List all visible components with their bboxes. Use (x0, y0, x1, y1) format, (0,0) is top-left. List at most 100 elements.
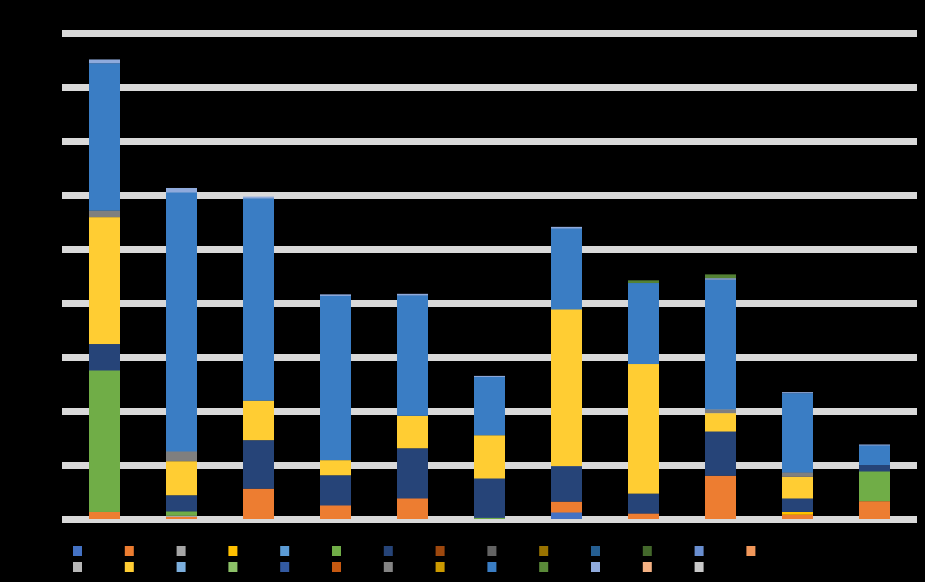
bar-segment-10-9 (782, 472, 813, 477)
legend-swatch-1-9 (487, 546, 497, 556)
bar-segment-10-7 (782, 498, 813, 512)
bar-segment-1-2 (89, 511, 120, 519)
bar-segment-2-8 (166, 461, 197, 496)
legend-swatch-1-14 (746, 546, 756, 556)
legend-swatch-2-7 (383, 562, 393, 572)
legend-swatch-2-4 (228, 562, 238, 572)
legend-swatch-2-5 (280, 562, 290, 572)
bar-segment-2-11 (166, 187, 197, 193)
legend-swatch-2-9 (487, 562, 497, 572)
bar-segment-5-7 (397, 448, 428, 499)
bar-segment-8-2 (628, 513, 659, 519)
bar-segment-9-10 (705, 279, 736, 410)
bar-stack-6 (474, 375, 505, 519)
bar-segment-4-8 (320, 460, 351, 476)
legend-swatch-1-1 (73, 546, 82, 556)
bar-segment-5-11 (397, 293, 428, 296)
legend-swatch-1-13 (694, 546, 704, 556)
bar-segment-11-6 (859, 471, 890, 502)
bar-segment-7-8 (551, 309, 582, 467)
bar-stack-11 (859, 444, 890, 519)
legend (73, 546, 756, 572)
bar-stack-8 (628, 280, 659, 519)
bar-segment-8-7 (628, 493, 659, 514)
legend-swatch-1-6 (332, 546, 341, 556)
bar-segment-5-10 (397, 295, 428, 416)
bar-segment-9-8 (705, 413, 736, 432)
bar-segment-3-7 (243, 440, 274, 489)
legend-swatch-2-1 (73, 562, 82, 572)
legend-swatch-1-7 (383, 546, 393, 556)
gridline-7 (62, 138, 917, 145)
bar-segment-1-6 (89, 370, 120, 512)
legend-swatch-2-13 (694, 562, 704, 572)
bar-segment-1-10 (89, 63, 120, 211)
bar-stack-1 (89, 59, 120, 519)
bar-segment-7-10 (551, 228, 582, 310)
bar-segment-10-11 (782, 392, 813, 394)
bar-segment-11-2 (859, 501, 890, 519)
bar-stack-5 (397, 293, 428, 519)
bar-segment-3-2 (243, 488, 274, 519)
bar-stack-4 (320, 294, 351, 519)
bar-segment-3-8 (243, 400, 274, 441)
bar-stack-2 (166, 187, 197, 519)
gridline-3 (62, 354, 917, 361)
bar-segment-10-2 (782, 514, 813, 519)
bar-segment-4-10 (320, 295, 351, 461)
bar-segment-4-2 (320, 505, 351, 519)
legend-swatch-1-11 (591, 546, 600, 556)
bar-segment-9-11 (705, 278, 736, 280)
bar-segment-2-9 (166, 451, 197, 462)
bar-segment-10-8 (782, 476, 813, 499)
bar-segment-10-4 (782, 511, 813, 515)
bar-segment-6-7 (474, 478, 505, 518)
bar-segment-3-11 (243, 196, 274, 199)
gridline-9 (62, 30, 917, 37)
bar-segment-2-10 (166, 192, 197, 452)
bar-segment-7-11 (551, 226, 582, 229)
legend-swatch-1-2 (124, 546, 134, 556)
bar-stack-7 (551, 226, 582, 519)
bar-segment-4-11 (320, 294, 351, 296)
bar-segment-11-11 (859, 444, 890, 446)
legend-swatch-1-10 (539, 546, 549, 556)
bar-segment-6-11 (474, 375, 505, 377)
bar-segment-8-8 (628, 364, 659, 494)
legend-swatch-2-3 (176, 562, 186, 572)
gridline-4 (62, 300, 917, 307)
bar-segment-9-12 (705, 274, 736, 279)
bar-stack-3 (243, 196, 274, 519)
bar-segment-6-10 (474, 376, 505, 436)
legend-swatch-2-8 (435, 562, 445, 572)
bar-segment-2-6 (166, 511, 197, 516)
legend-swatch-2-6 (332, 562, 341, 572)
bar-segment-10-10 (782, 393, 813, 473)
bar-segment-7-7 (551, 466, 582, 502)
bar-segment-4-7 (320, 475, 351, 506)
bar-segment-5-2 (397, 498, 428, 519)
legend-swatch-2-11 (591, 562, 600, 572)
bar-segment-11-10 (859, 445, 890, 465)
gridline-8 (62, 84, 917, 91)
legend-swatch-1-5 (280, 546, 290, 556)
gridline-5 (62, 246, 917, 253)
bar-segment-7-1 (551, 512, 582, 519)
legend-swatch-1-3 (176, 546, 186, 556)
gridline-6 (62, 192, 917, 199)
legend-swatch-2-2 (124, 562, 134, 572)
bar-segment-7-2 (551, 501, 582, 513)
bar-segment-9-9 (705, 409, 736, 414)
gridline-0 (62, 516, 917, 523)
bar-segment-1-7 (89, 344, 120, 371)
legend-swatch-1-8 (435, 546, 445, 556)
bar-segment-9-7 (705, 431, 736, 476)
bar-segment-2-2 (166, 516, 197, 519)
legend-swatch-1-12 (642, 546, 652, 556)
bar-segment-1-11 (89, 59, 120, 64)
bar-segment-8-10 (628, 283, 659, 365)
bar-segment-2-7 (166, 495, 197, 512)
bar-segment-3-10 (243, 198, 274, 401)
